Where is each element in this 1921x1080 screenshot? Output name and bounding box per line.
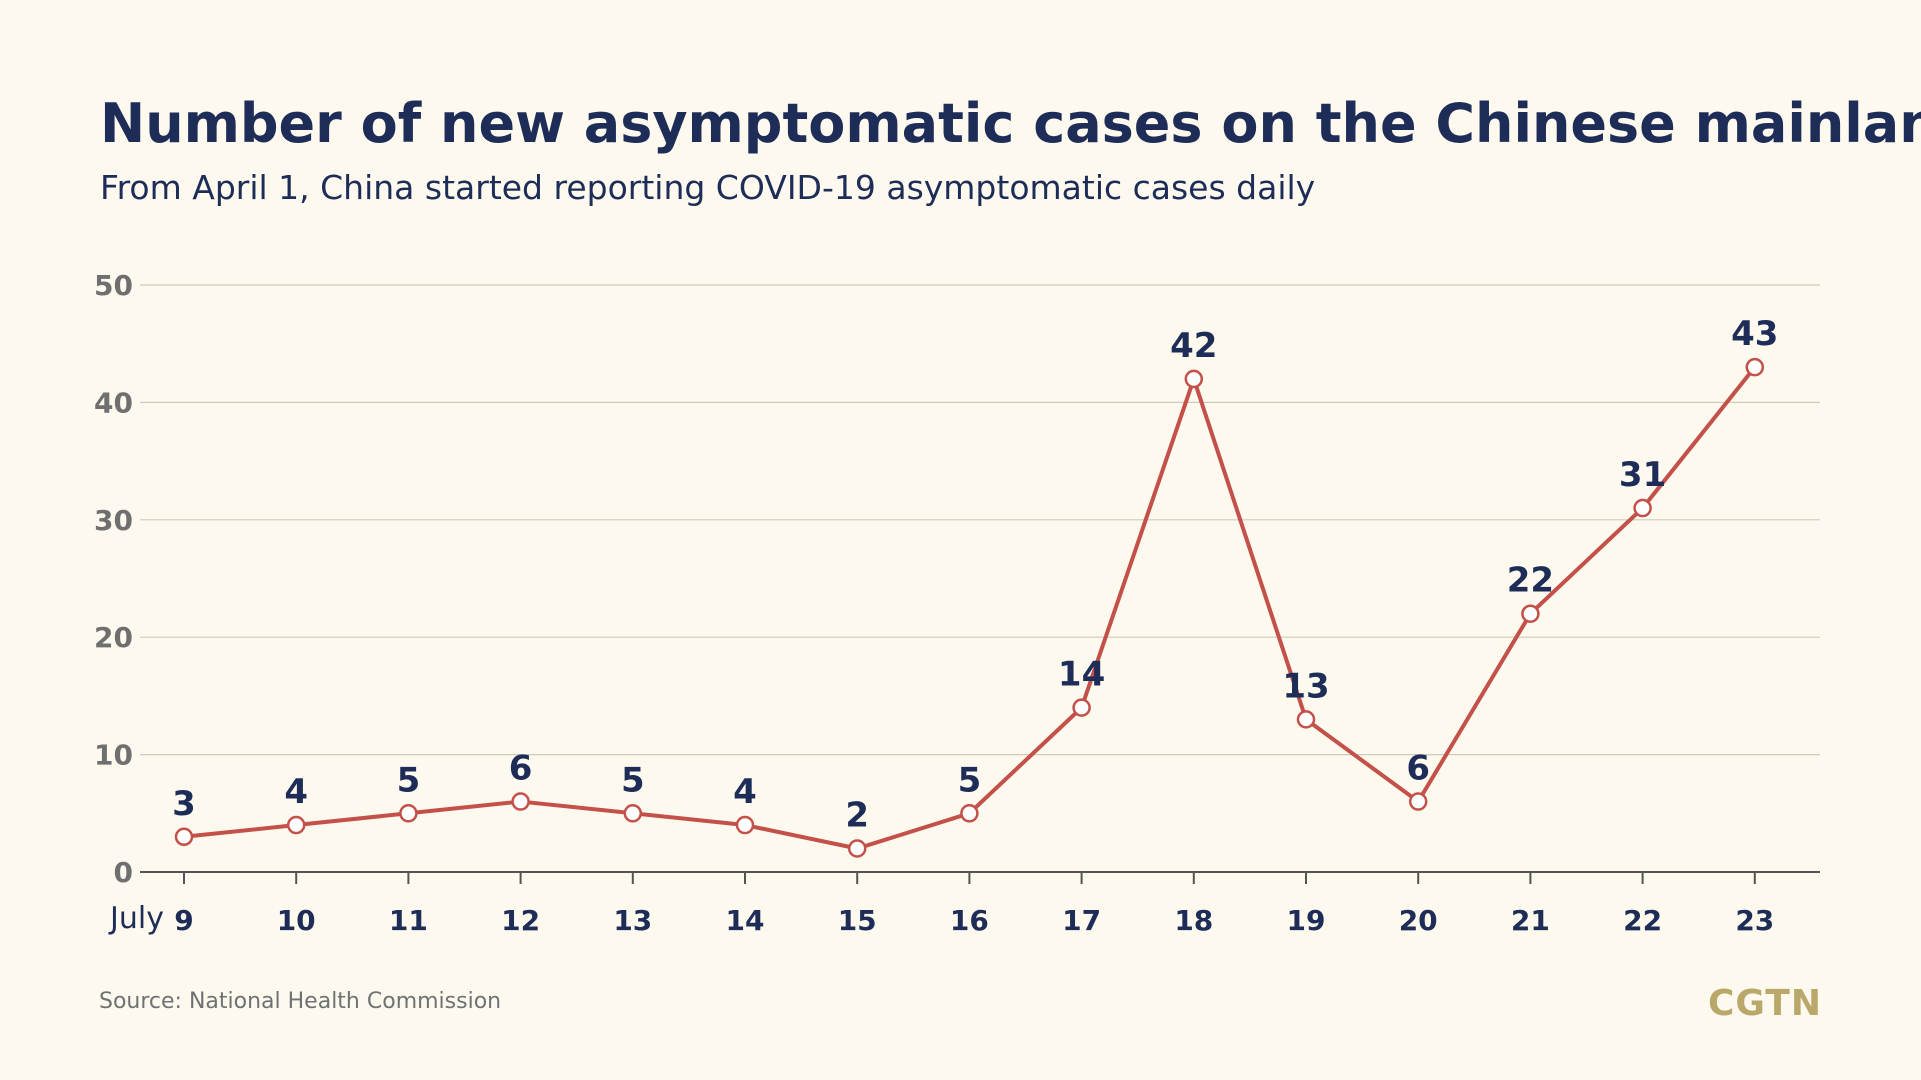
data-point	[847, 839, 867, 858]
y-tick-label: 20	[94, 621, 133, 654]
data-point	[1521, 604, 1540, 623]
x-tick-label: 9	[174, 904, 193, 937]
x-tick-label: 20	[1399, 904, 1438, 937]
x-axis-ticks: July 9 10 11 12 13 14 15 16 17 18 19 20 21 22 23	[108, 872, 1774, 937]
chart-title: Number of new asymptomatic cases on the …	[100, 92, 1921, 155]
x-tick-label: 11	[389, 904, 428, 937]
data-label: 31	[1619, 455, 1666, 495]
data-point	[735, 815, 755, 835]
y-tick-label: 30	[94, 504, 133, 537]
data-point	[623, 804, 643, 823]
x-tick-label: 21	[1511, 904, 1550, 937]
x-tick-label: 23	[1735, 904, 1774, 937]
data-label: 4	[284, 772, 308, 812]
y-tick-label: 40	[94, 386, 133, 419]
data-label: 14	[1058, 655, 1105, 695]
data-label: 22	[1507, 561, 1554, 601]
data-point	[1184, 369, 1204, 389]
gridlines	[140, 284, 1820, 756]
data-point	[399, 804, 418, 823]
cgtn-logo: CGTN	[1707, 983, 1822, 1024]
data-label: 2	[845, 796, 869, 836]
x-tick-label: 16	[950, 904, 989, 937]
data-label: 4	[733, 772, 757, 812]
x-tick-label: 22	[1623, 904, 1662, 937]
data-point	[174, 827, 194, 847]
data-label: 6	[1406, 749, 1430, 789]
y-axis-ticks: 0 10 20 30 40 50	[94, 269, 133, 889]
y-tick-label: 50	[94, 269, 133, 302]
data-label: 13	[1282, 666, 1329, 706]
x-tick-label: 14	[726, 904, 765, 937]
x-tick-label: 17	[1062, 904, 1101, 937]
data-points	[174, 357, 1765, 858]
x-tick-label: 12	[501, 904, 540, 937]
data-point	[1633, 498, 1652, 518]
data-point	[1745, 357, 1765, 377]
data-point	[286, 815, 306, 835]
chart-subtitle: From April 1, China started reporting CO…	[100, 168, 1316, 207]
x-tick-label: 15	[838, 904, 877, 937]
data-point	[1296, 710, 1316, 729]
x-tick-label: 13	[613, 904, 652, 937]
data-label: 43	[1731, 314, 1778, 354]
data-point	[1072, 698, 1091, 717]
x-tick-label: 19	[1287, 904, 1326, 937]
x-tick-label: 18	[1174, 904, 1213, 937]
x-tick-label: 10	[277, 904, 316, 937]
data-point	[1408, 792, 1428, 811]
source-note: Source: National Health Commission	[99, 989, 502, 1014]
data-point	[960, 804, 979, 823]
data-label: 6	[509, 749, 533, 789]
data-label: 3	[172, 784, 196, 824]
data-label: 5	[958, 760, 982, 800]
data-label: 5	[397, 760, 421, 800]
data-point	[511, 792, 530, 811]
x-axis-month-label: July	[108, 901, 164, 936]
data-label: 42	[1170, 326, 1217, 366]
y-tick-label: 0	[114, 856, 133, 889]
y-tick-label: 10	[94, 739, 133, 772]
data-label: 5	[621, 760, 645, 800]
